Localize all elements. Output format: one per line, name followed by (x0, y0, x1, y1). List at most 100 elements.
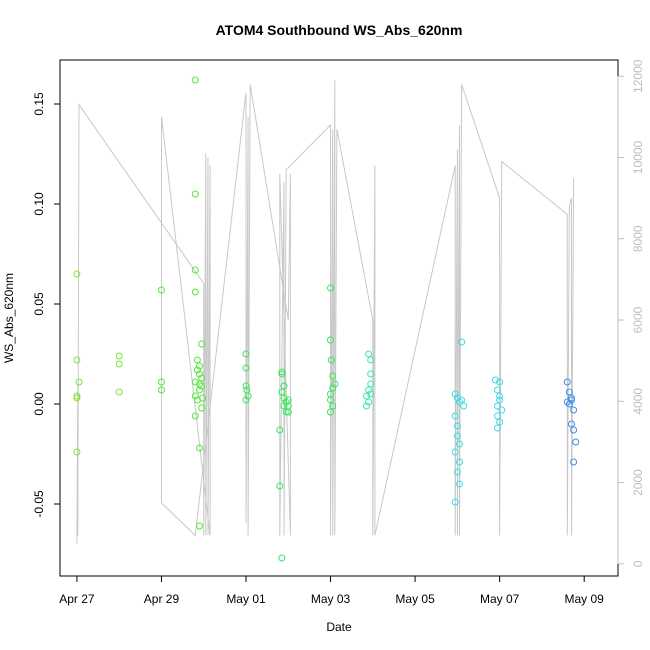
y2-tick-label: 4000 (631, 388, 645, 415)
data-point (115, 352, 123, 360)
data-point (115, 360, 123, 368)
data-point (327, 408, 334, 416)
data-point (565, 400, 573, 408)
data-point (242, 382, 250, 390)
data-point (191, 392, 199, 400)
data-point (568, 396, 575, 404)
data-point (196, 444, 203, 452)
data-point (327, 396, 334, 404)
data-point (191, 288, 199, 296)
data-point (276, 482, 284, 490)
data-point (570, 426, 578, 434)
data-point (572, 438, 580, 446)
data-point (496, 418, 504, 426)
data-point (498, 406, 506, 414)
data-point (73, 392, 81, 400)
series2-line (76, 80, 575, 544)
y-axis: -0.05 0.00 0.05 0.10 0.15 (32, 92, 61, 518)
data-point (278, 554, 286, 562)
data-point (73, 394, 81, 402)
data-point (280, 402, 288, 410)
data-point (365, 350, 373, 358)
data-point (329, 372, 337, 380)
data-point (280, 382, 288, 390)
data-point (456, 440, 463, 448)
y-tick-label: -0.05 (32, 490, 46, 518)
data-point (494, 412, 501, 420)
data-point (191, 76, 199, 84)
data-point (73, 356, 81, 364)
data-point (329, 384, 337, 392)
data-point (451, 412, 459, 420)
y2-tick-label: 6000 (631, 306, 645, 333)
data-point (367, 390, 375, 398)
data-point (198, 340, 206, 348)
data-point (363, 392, 370, 400)
data-point (327, 336, 334, 344)
data-point (496, 396, 504, 404)
data-point (563, 378, 571, 386)
y-axis-label: WS_Abs_620nm (2, 273, 16, 363)
data-point (563, 398, 571, 406)
data-point (196, 362, 203, 370)
x-tick-label: Apr 27 (59, 592, 95, 606)
data-point (496, 392, 504, 400)
data-point (494, 424, 501, 432)
x-tick-label: May 05 (395, 592, 435, 606)
data-point (193, 356, 201, 364)
y2-tick-label: 2000 (631, 469, 645, 496)
data-point (278, 370, 286, 378)
data-point (565, 388, 573, 396)
data-point (196, 386, 203, 394)
data-point (365, 386, 373, 394)
x-tick-label: May 07 (480, 592, 520, 606)
data-point (453, 394, 461, 402)
x-tick-label: Apr 29 (144, 592, 180, 606)
chart-title: ATOM4 Southbound WS_Abs_620nm (216, 22, 463, 38)
y2-axis: 0 2000 4000 6000 8000 10000 12000 (617, 59, 645, 567)
data-point (451, 498, 459, 506)
data-point (329, 402, 337, 410)
data-point (193, 366, 201, 374)
data-point (191, 412, 199, 420)
series2-layer (76, 80, 575, 544)
data-point (460, 402, 468, 410)
data-point (453, 468, 461, 476)
y2-tick-label: 12000 (631, 59, 645, 93)
data-point (278, 368, 286, 376)
data-point (198, 404, 206, 412)
data-point (282, 408, 290, 416)
data-point (570, 406, 578, 414)
data-point (196, 522, 203, 530)
data-point (282, 398, 290, 406)
x-tick-label: May 03 (311, 592, 351, 606)
x-tick-label: May 09 (565, 592, 605, 606)
data-point (158, 378, 165, 386)
data-point (458, 396, 466, 404)
data-point (451, 448, 459, 456)
data-point (496, 378, 504, 386)
y2-tick-label: 10000 (631, 141, 645, 175)
data-point (453, 432, 461, 440)
plot-frame (59, 59, 619, 577)
data-point (494, 402, 501, 410)
data-point (451, 390, 459, 398)
data-point (191, 190, 199, 198)
data-point (568, 394, 575, 402)
data-point (456, 458, 463, 466)
data-point (568, 420, 575, 428)
data-point (191, 266, 199, 274)
data-point (367, 380, 375, 388)
data-point (244, 392, 252, 400)
data-point (73, 448, 81, 456)
data-point (363, 402, 370, 410)
data-point (367, 356, 375, 364)
x-axis-label: Date (326, 620, 352, 634)
data-point (458, 338, 466, 346)
data-point (278, 388, 286, 396)
data-point (491, 376, 499, 384)
data-point (331, 380, 339, 388)
y-tick-label: 0.00 (32, 392, 46, 416)
data-point (242, 364, 250, 372)
